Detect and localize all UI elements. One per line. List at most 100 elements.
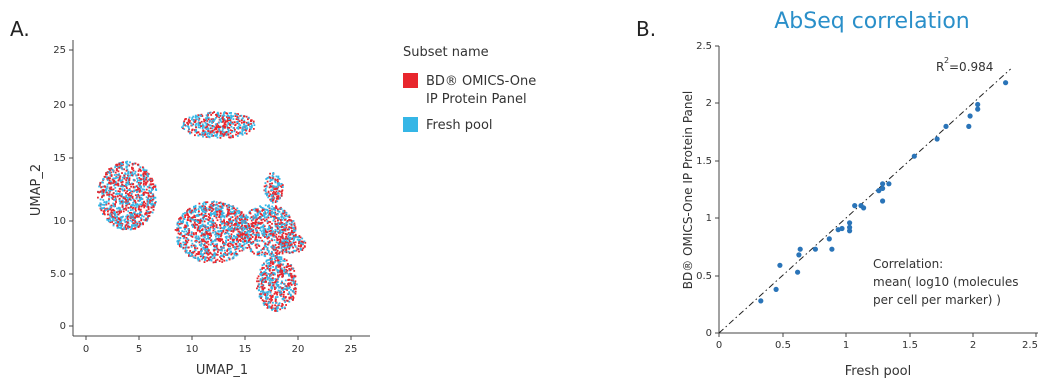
umap-cell-point [144,191,146,194]
umap-cell-point [148,186,151,189]
umap-cell-point [271,296,274,298]
umap-cell-point [204,242,206,245]
umap-cell-point [142,215,145,218]
umap-cell-point [266,236,269,239]
umap-cell-point [285,259,288,262]
umap-cell-point [180,221,183,223]
umap-cell-point [181,230,184,232]
umap-cell-point [265,260,268,263]
umap-cell-point [214,243,217,246]
umap-cell-point [139,178,142,181]
umap-cell-point [109,190,111,193]
umap-cell-point [147,205,149,208]
umap-cell-point [277,208,279,211]
umap-cell-point [276,216,279,219]
umap-cell-point [260,253,263,256]
correlation-point [812,246,819,252]
umap-cell-point [195,118,197,121]
umap-cell-point [203,220,206,223]
umap-cell-point [198,124,201,126]
umap-cell-point [244,225,247,228]
umap-cell-point [255,235,257,238]
umap-cell-point [185,237,188,239]
umap-cell-point [290,267,293,270]
umap-cell-point [188,233,191,236]
umap-cell-point [235,224,237,227]
umap-cell-point [230,233,233,236]
umap-cell-point [275,217,278,219]
umap-cell-point [268,186,271,189]
umap-cell-point [189,217,192,220]
umap-cell-point [125,199,128,201]
umap-cell-point [184,239,187,242]
umap-cell-point [292,282,295,285]
umap-cell-point [195,126,197,129]
umap-cell-point [189,255,192,257]
umap-cell-point [197,134,200,137]
umap-cell-point [125,215,127,218]
umap-cell-point [253,234,256,236]
umap-cell-point [197,235,200,238]
umap-cell-point [128,226,131,228]
umap-cell-point [99,205,102,207]
umap-cell-point [119,216,122,219]
umap-cell-point [194,130,197,133]
umap-cell-point [182,220,185,223]
umap-cell-point [247,235,249,238]
umap-cell-point [286,228,289,231]
umap-cell-point [271,182,273,185]
umap-cell-point [278,302,281,305]
umap-cell-point [251,236,254,238]
umap-cell-point [102,207,104,210]
umap-cell-point [123,177,126,180]
umap-cell-point [209,252,212,255]
umap-cell-point [272,192,274,195]
umap-cell-point [125,184,128,187]
umap-cell-point [219,132,222,135]
umap-cell-point [223,224,226,227]
umap-cell-point [288,297,291,300]
umap-cell-point [187,234,190,236]
umap-cell-point [120,225,123,228]
umap-cell-point [227,239,230,241]
umap-cell-point [219,215,221,218]
umap-cell-point [138,205,141,208]
umap-cell-point [103,206,106,209]
umap-cell-point [207,240,209,243]
umap-cell-point [102,192,105,195]
umap-cell-point [135,221,138,224]
umap-cell-point [182,241,185,244]
umap-cell-point [235,254,238,257]
umap-cell-point [197,116,200,119]
umap-cell-point [223,123,226,126]
umap-cell-point [244,218,247,221]
umap-cell-point [146,185,149,188]
umap-cell-point [243,228,246,231]
umap-cell-point [125,209,128,211]
umap-cell-point [204,218,207,220]
umap-cell-point [223,255,225,258]
umap-cell-point [119,166,122,169]
umap-cell-point [242,226,244,229]
umap-cell-point [202,255,205,258]
umap-cell-point [117,182,119,185]
umap-cell-point [277,175,280,178]
umap-cell-point [283,268,286,271]
umap-cell-point [205,238,208,240]
umap-cell-point [267,196,270,199]
umap-cell-point [274,193,276,196]
umap-cell-point [219,238,221,240]
umap-cell-point [293,288,296,291]
umap-cell-point [269,257,272,260]
umap-cell-point [249,241,251,243]
umap-cell-point [275,200,277,202]
umap-cell-point [178,226,181,229]
umap-cell-point [103,204,106,206]
umap-cell-point [276,223,278,226]
umap-cell-point [250,228,253,231]
umap-cell-point [220,233,222,236]
umap-cell-point [142,175,145,178]
umap-cell-point [203,261,206,263]
umap-cell-point [239,243,242,246]
umap-cell-point [290,284,293,286]
